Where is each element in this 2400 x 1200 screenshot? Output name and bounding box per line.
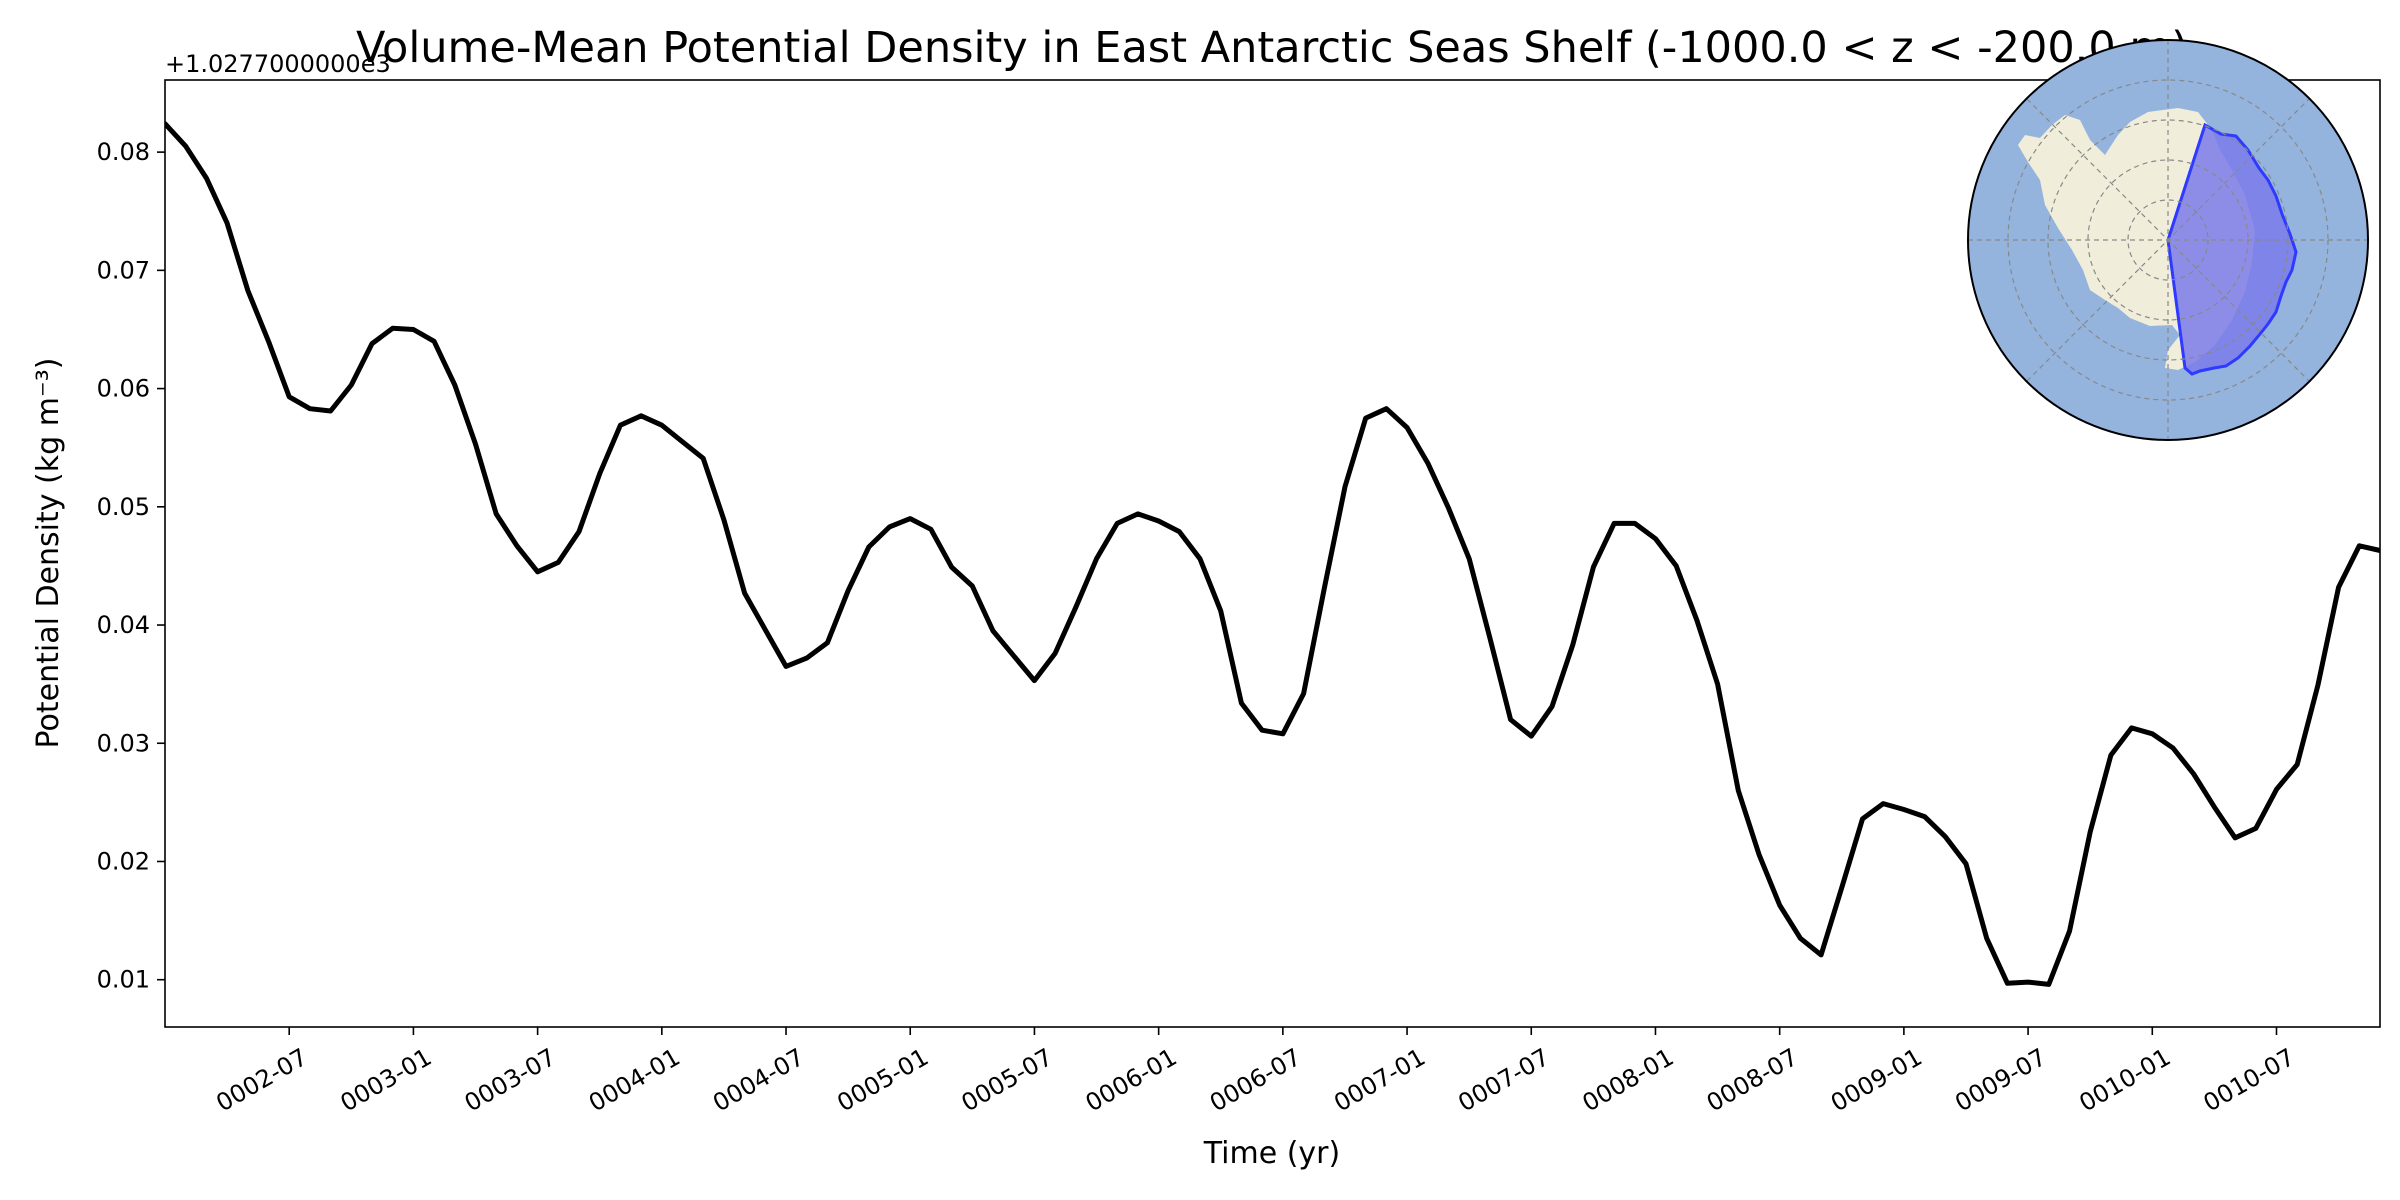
y-tick-label: 0.06: [97, 375, 150, 403]
y-tick-label: 0.03: [97, 729, 150, 757]
y-tick-label: 0.02: [97, 847, 150, 875]
y-tick-label: 0.08: [97, 138, 150, 166]
map-graticule: [1968, 40, 2368, 440]
y-tick-label: 0.07: [97, 256, 150, 284]
y-axis-label: Potential Density (kg m⁻³): [31, 358, 66, 749]
y-offset-label: +1.0277000000e3: [165, 50, 391, 78]
y-tick-label: 0.01: [97, 966, 150, 994]
x-axis-label: Time (yr): [1203, 1136, 1340, 1171]
antarctica-inset-map: [1967, 39, 2369, 441]
plot-frame: [164, 79, 2381, 1028]
map-border: [1967, 39, 2369, 441]
chart-title: Volume-Mean Potential Density in East An…: [356, 23, 2188, 73]
series-line: [165, 121, 2380, 987]
y-tick-label: 0.04: [97, 611, 150, 639]
y-axis: 0.01 0.02 0.03 0.04 0.05 0.06 0.07 0.08: [97, 138, 165, 994]
y-tick-label: 0.05: [97, 493, 150, 521]
